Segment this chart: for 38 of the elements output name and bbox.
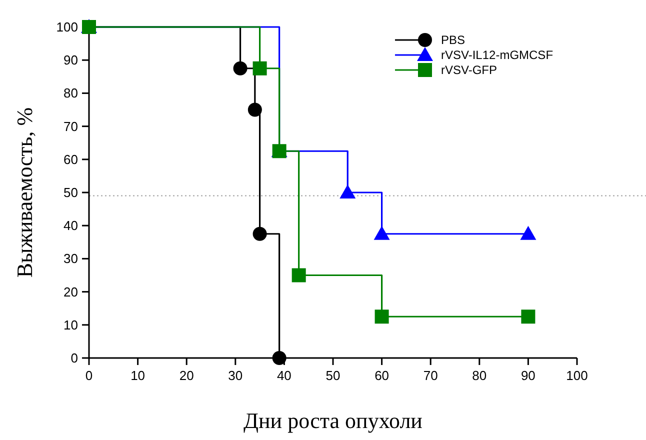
legend-label: rVSV-IL12-mGMCSF — [441, 48, 554, 62]
x-tick-label: 60 — [374, 368, 390, 383]
legend-label: PBS — [441, 33, 466, 47]
point — [233, 61, 248, 76]
point — [520, 226, 536, 240]
y-tick-label: 50 — [64, 185, 78, 200]
x-tick-label: 40 — [276, 368, 292, 383]
x-tick-label: 30 — [228, 368, 243, 383]
point — [374, 226, 390, 240]
y-tick-label: 40 — [64, 218, 78, 234]
x-tick-label: 90 — [520, 368, 536, 383]
y-tick-label: 0 — [70, 350, 78, 366]
x-tick-label: 10 — [130, 368, 146, 383]
y-tick-label: 60 — [64, 152, 78, 167]
x-tick-label: 100 — [566, 368, 588, 383]
y-tick-label: 30 — [64, 251, 78, 266]
x-tick-label: 80 — [472, 368, 487, 383]
x-axis-title: Дни роста опухоли — [244, 408, 423, 433]
x-tick-label: 70 — [423, 368, 438, 383]
x-tick-label: 50 — [326, 368, 340, 383]
y-tick-label: 90 — [64, 52, 78, 68]
x-tick-label: 0 — [85, 368, 93, 383]
y-tick-label: 20 — [64, 284, 78, 300]
y-axis-title: Выживаемость, % — [12, 107, 37, 278]
y-tick-label: 80 — [64, 86, 78, 101]
x-tick-label: 20 — [179, 368, 194, 383]
point — [292, 268, 306, 282]
point — [248, 102, 262, 117]
legend-label: rVSV-GFP — [441, 63, 498, 77]
point — [374, 310, 389, 324]
point — [521, 310, 536, 324]
y-tick-label: 70 — [64, 118, 78, 134]
point — [252, 226, 267, 241]
y-tick-label: 10 — [64, 317, 78, 332]
point — [252, 61, 267, 76]
point — [340, 184, 356, 198]
point — [272, 351, 286, 365]
y-tick-label: 100 — [56, 20, 78, 34]
